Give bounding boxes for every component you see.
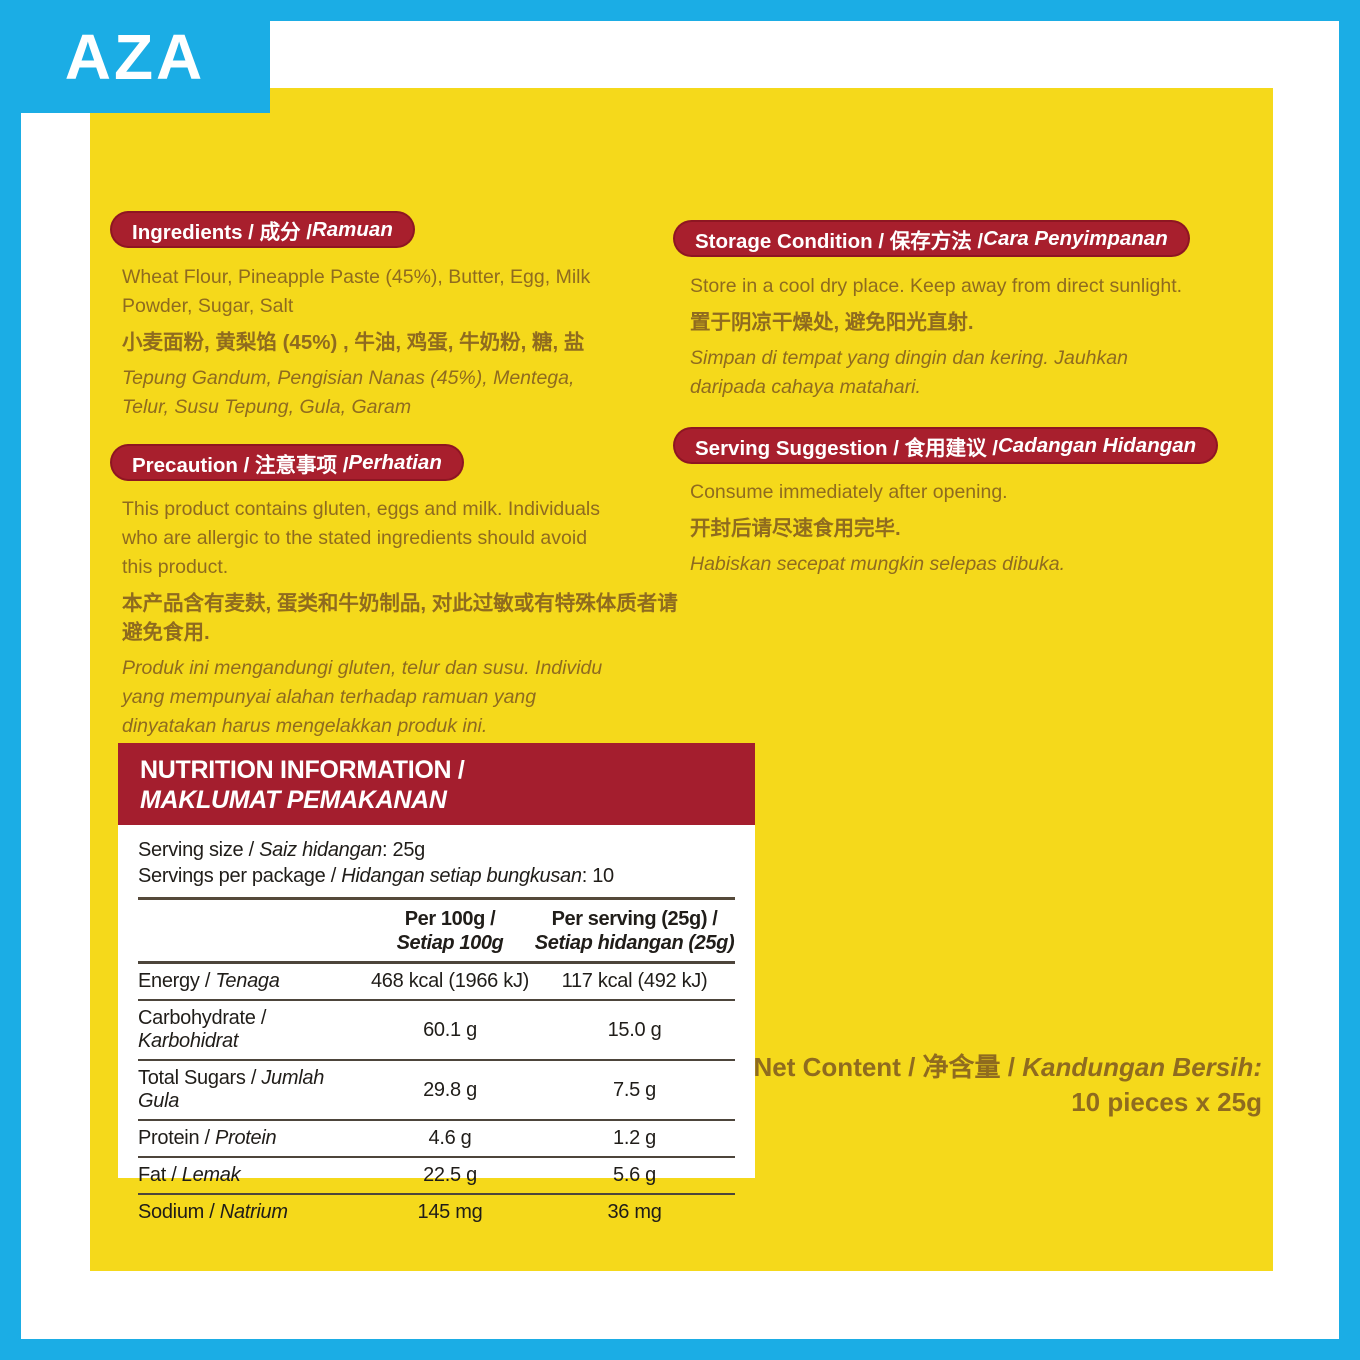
nutrition-grid: Per 100g / Setiap 100g Per serving (25g)… [138,900,735,1230]
net-content-value: 10 pieces x 25g [1071,1087,1262,1117]
precaution-text-ms: Produk ini mengandungi gluten, telur dan… [122,657,603,737]
row-sodium-per100: 145 mg [417,1201,483,1223]
row-sodium-en: Sodium / [138,1201,220,1223]
ingredients-text-ms: Tepung Gandum, Pengisian Nanas (45%), Me… [122,367,575,418]
divider [138,999,735,1001]
row-energy-en: Energy / [138,970,216,992]
serving-size-label: Serving size / [138,839,260,861]
row-protein-per100: 4.6 g [428,1127,472,1149]
ingredients-text-zh: 小麦面粉, 黄梨馅 (45%) , 牛油, 鸡蛋, 牛奶粉, 糖, 盐 [122,331,585,354]
storage-text-ms: Simpan di tempat yang dingin dan kering.… [690,347,1128,398]
divider [138,1059,735,1061]
precaution-header-pill: Precaution / 注意事项 / Perhatian [110,444,464,481]
servings-per-package-label: Servings per package / [138,865,342,887]
col-per100-ms: Setiap 100g [396,932,504,954]
storage-text-zh: 置于阴凉干燥处, 避免阳光直射. [690,311,974,334]
row-carbohydrate-perserving: 15.0 g [607,1018,662,1041]
row-protein-en: Protein / [138,1127,216,1149]
serving-suggestion-text-en: Consume immediately after opening. [690,481,1008,503]
row-fat-perserving: 5.6 g [613,1164,656,1186]
nutrition-panel: NUTRITION INFORMATION / MAKLUMAT PEMAKAN… [118,743,755,1223]
row-carbohydrate-label: Carbohydrate / Karbohidrat [138,1001,366,1059]
serving-size-value: : 25g [381,839,425,861]
precaution-text-zh: 本产品含有麦麸, 蛋类和牛奶制品, 对此过敏或有特殊体质者请避免食用. [122,592,678,644]
serving-suggestion-text-zh: 开封后请尽速食用完毕. [690,517,901,540]
net-content-label-italic: Kandungan Bersih: [1022,1052,1262,1082]
col-perserving-en: Per serving (25g) / [551,908,718,930]
ingredients-body: Wheat Flour, Pineapple Paste (45%), Butt… [122,263,682,422]
brand-logo: AZA [0,0,270,113]
storage-header-italic: Cara Penyimpanan [983,226,1168,250]
column-header-per-serving: Per serving (25g) / Setiap hidangan (25g… [534,900,735,961]
row-sodium-ms: Natrium [219,1201,288,1223]
storage-text-en: Store in a cool dry place. Keep away fro… [690,275,1183,297]
row-energy-perserving: 117 kcal (492 kJ) [561,970,708,992]
col-perserving-ms: Setiap hidangan (25g) [534,932,735,954]
precaution-header-text: Precaution / 注意事项 / [132,453,349,477]
servings-per-package-label-ms: Hidangan setiap bungkusan [341,865,582,887]
row-sodium-label: Sodium / Natrium [138,1195,366,1230]
row-energy-per100: 468 kcal (1966 kJ) [370,970,530,992]
serving-suggestion-header-italic: Cadangan Hidangan [997,433,1197,457]
row-total-sugars-perserving: 7.5 g [613,1078,656,1101]
ingredients-header-pill: Ingredients / 成分 / Ramuan [110,211,415,248]
serving-suggestion-header-text: Serving Suggestion / 食用建议 / [695,436,998,460]
row-fat-per100: 22.5 g [423,1164,477,1186]
net-content-label-plain: Net Content / 净含量 / [753,1052,1023,1082]
net-content-label: Net Content / 净含量 / Kandungan Bersih: [754,1050,1262,1085]
row-carbohydrate-ms: Karbohidrat [138,1030,239,1052]
col-per100-en: Per 100g / [404,908,496,930]
nutrition-title-ms: MAKLUMAT PEMAKANAN [140,786,447,814]
row-energy-label: Energy / Tenaga [138,964,366,999]
row-carbohydrate-per100: 60.1 g [423,1018,477,1041]
ingredients-header-italic: Ramuan [311,217,393,241]
row-protein-perserving: 1.2 g [613,1127,656,1149]
net-content: Net Content / 净含量 / Kandungan Bersih: 10… [754,1050,1262,1120]
row-fat-label: Fat / Lemak [138,1158,366,1193]
row-fat-ms: Lemak [181,1164,241,1186]
row-total-sugars-en: Total Sugars / [138,1067,262,1089]
row-sodium-perserving: 36 mg [607,1201,662,1223]
brand-logo-text: AZA [64,20,206,93]
storage-header-pill: Storage Condition / 保存方法 / Cara Penyimpa… [673,220,1190,257]
nutrition-table: Serving size / Saiz hidangan: 25g Servin… [118,825,755,1223]
row-total-sugars-per100: 29.8 g [423,1078,477,1101]
precaution-body: This product contains gluten, eggs and m… [122,495,687,741]
serving-suggestion-text-ms: Habiskan secepat mungkin selepas dibuka. [690,553,1066,575]
column-header-per-100g: Per 100g / Setiap 100g [366,900,534,961]
divider [138,897,735,900]
divider [138,1119,735,1121]
servings-per-package-value: : 10 [581,865,614,887]
nutrition-title-en: NUTRITION INFORMATION / [140,756,465,784]
precaution-text-en: This product contains gluten, eggs and m… [122,498,601,578]
precaution-header-italic: Perhatian [348,450,442,474]
row-carbohydrate-en: Carbohydrate / [138,1007,267,1029]
serving-suggestion-body: Consume immediately after opening. 开封后请尽… [690,478,1255,579]
divider [138,1193,735,1195]
nutrition-title: NUTRITION INFORMATION / MAKLUMAT PEMAKAN… [118,743,755,825]
serving-size-line: Serving size / Saiz hidangan: 25g [138,837,735,863]
divider [138,961,735,964]
row-protein-ms: Protein [215,1127,277,1149]
row-energy-ms: Tenaga [215,970,280,992]
row-total-sugars-label: Total Sugars / Jumlah Gula [138,1061,366,1119]
divider [138,1156,735,1158]
servings-per-package-line: Servings per package / Hidangan setiap b… [138,863,735,889]
row-total-sugars-ms: Jumlah Gula [138,1067,325,1112]
serving-suggestion-header-pill: Serving Suggestion / 食用建议 / Cadangan Hid… [673,427,1219,464]
serving-size-label-ms: Saiz hidangan [259,839,382,861]
ingredients-header-text: Ingredients / 成分 / [132,220,312,244]
ingredients-text-en: Wheat Flour, Pineapple Paste (45%), Butt… [122,266,591,317]
storage-body: Store in a cool dry place. Keep away fro… [690,272,1255,402]
row-protein-label: Protein / Protein [138,1121,366,1156]
storage-header-text: Storage Condition / 保存方法 / [695,229,984,253]
row-fat-en: Fat / [138,1164,182,1186]
